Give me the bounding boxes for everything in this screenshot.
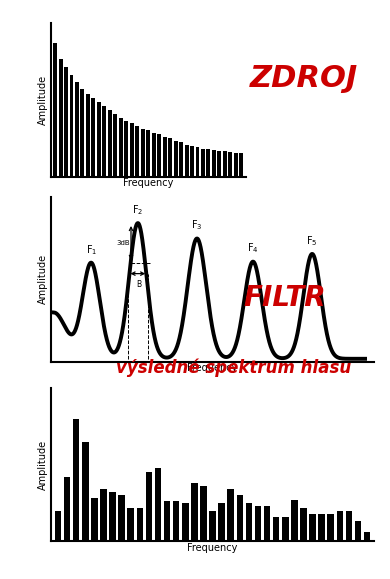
Bar (55, 511, 61, 541)
Bar (152, 133, 156, 177)
Bar (239, 153, 243, 177)
Bar (128, 508, 134, 541)
Bar (124, 120, 128, 177)
Bar (91, 499, 98, 541)
Bar (164, 501, 170, 541)
Bar (179, 142, 183, 177)
Bar (206, 149, 211, 177)
X-axis label: Frequency: Frequency (123, 178, 174, 188)
Bar (255, 506, 261, 541)
Bar (229, 152, 232, 177)
Bar (64, 477, 70, 541)
Bar (190, 146, 194, 177)
Text: 3dB: 3dB (116, 240, 130, 246)
X-axis label: Frequency: Frequency (187, 363, 238, 373)
Bar (100, 489, 107, 541)
Bar (318, 514, 325, 541)
Bar (163, 137, 167, 177)
Bar (58, 59, 62, 177)
Bar (118, 495, 125, 541)
Bar (91, 98, 96, 177)
Bar (64, 67, 68, 177)
X-axis label: Frequency: Frequency (187, 543, 238, 553)
Bar (157, 134, 161, 177)
Bar (184, 145, 188, 177)
Text: výsledné spektrum hlasu: výsledné spektrum hlasu (116, 358, 352, 377)
Bar (130, 123, 134, 177)
Bar (103, 106, 106, 177)
Bar (155, 468, 161, 541)
Y-axis label: Amplitude: Amplitude (38, 439, 48, 490)
Bar (246, 503, 252, 541)
Bar (82, 442, 89, 541)
Bar (182, 503, 188, 541)
Bar (69, 75, 73, 177)
Bar (209, 511, 216, 541)
Bar (53, 43, 57, 177)
Bar (168, 138, 172, 177)
Y-axis label: Amplitude: Amplitude (38, 75, 48, 125)
Bar (223, 151, 227, 177)
Bar (97, 102, 101, 177)
Bar (337, 511, 343, 541)
Text: B: B (136, 280, 141, 289)
Bar (218, 503, 225, 541)
Bar (355, 522, 361, 541)
Bar (173, 501, 179, 541)
Bar (113, 114, 117, 177)
Bar (237, 495, 243, 541)
Text: F$_1$: F$_1$ (85, 243, 97, 257)
Text: FILTR: FILTR (243, 284, 326, 312)
Bar (328, 514, 334, 541)
Text: F$_2$: F$_2$ (132, 203, 144, 217)
Bar (135, 126, 139, 177)
Bar (145, 472, 152, 541)
Bar (86, 94, 90, 177)
Text: ZDROJ: ZDROJ (250, 64, 358, 93)
Bar (136, 508, 143, 541)
Bar (119, 118, 123, 177)
Text: F$_3$: F$_3$ (191, 218, 203, 232)
Bar (109, 492, 116, 541)
Bar (227, 489, 234, 541)
Text: F$_5$: F$_5$ (307, 234, 318, 248)
Bar (201, 149, 205, 177)
Bar (174, 141, 177, 177)
Bar (212, 150, 216, 177)
Bar (218, 151, 222, 177)
Bar (141, 129, 145, 177)
Bar (234, 153, 238, 177)
Bar (282, 517, 289, 541)
Bar (200, 486, 207, 541)
Bar (191, 483, 198, 541)
Bar (146, 130, 150, 177)
Bar (300, 508, 307, 541)
Bar (364, 532, 370, 541)
Bar (291, 500, 298, 541)
Bar (264, 506, 270, 541)
Bar (80, 89, 85, 177)
Bar (75, 82, 79, 177)
Bar (73, 419, 80, 541)
Bar (195, 147, 199, 177)
Y-axis label: Amplitude: Amplitude (38, 254, 48, 305)
Bar (108, 110, 112, 177)
Bar (309, 514, 316, 541)
Bar (346, 511, 352, 541)
Bar (273, 517, 280, 541)
Text: F$_4$: F$_4$ (247, 241, 259, 255)
